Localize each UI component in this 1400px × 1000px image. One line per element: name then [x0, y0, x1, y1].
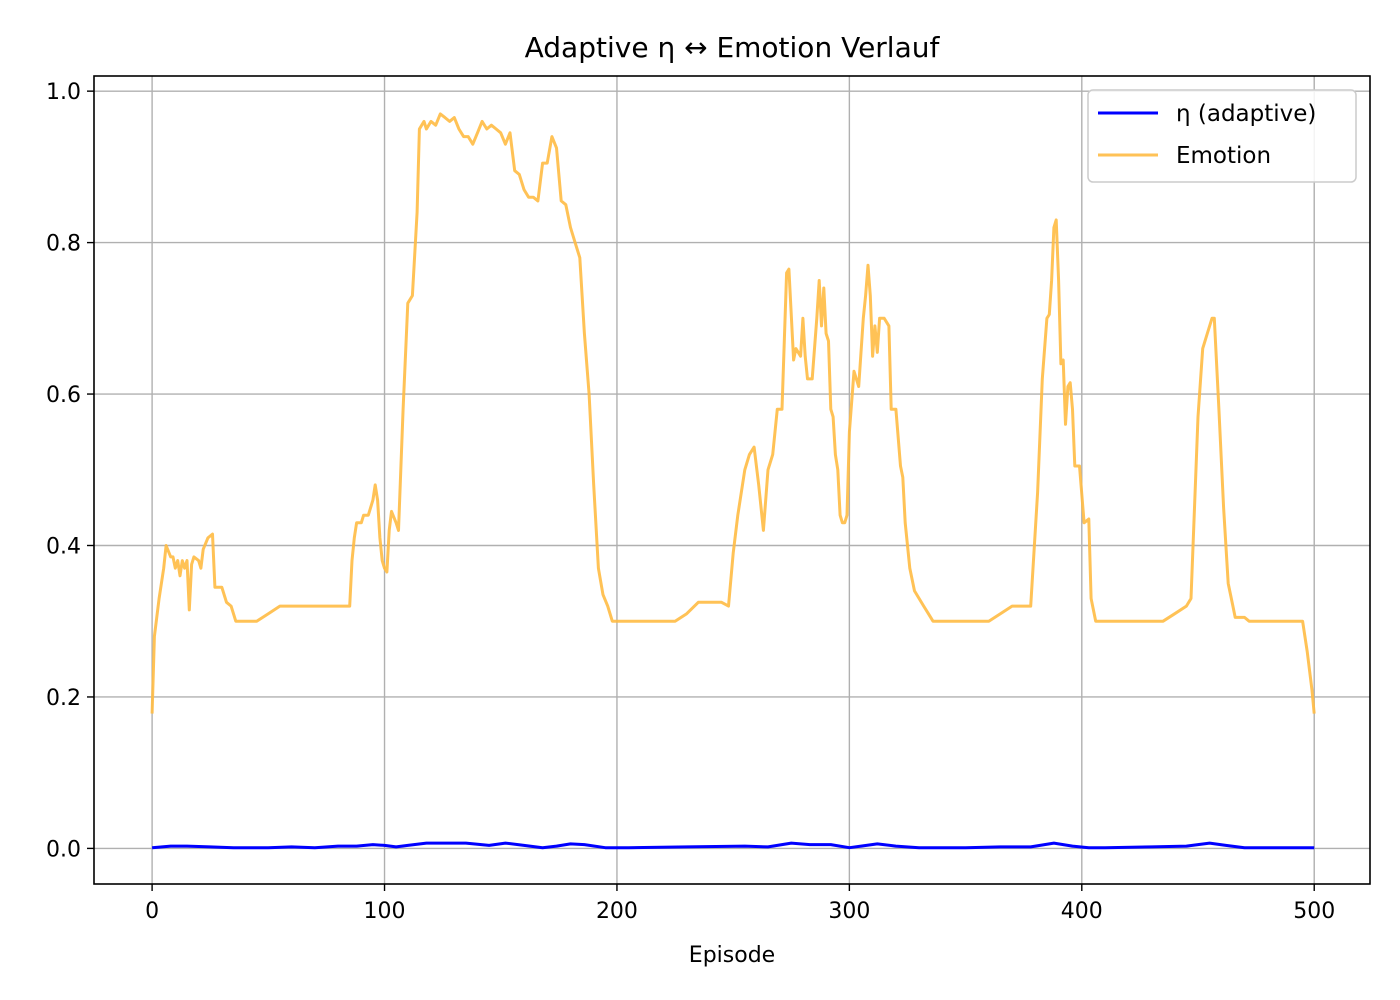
y-tick-label: 1.0 — [46, 80, 81, 105]
emotion-series-line — [150, 112, 1316, 714]
legend-label-emotion: Emotion — [1176, 143, 1271, 169]
y-tick-label: 0.6 — [46, 383, 81, 408]
plot-series — [150, 112, 1316, 850]
y-tick-label: 0.8 — [46, 232, 81, 257]
x-tick-label: 500 — [1293, 899, 1335, 924]
eta-series-line — [151, 841, 1315, 850]
x-tick-label: 300 — [828, 899, 870, 924]
chart-title: Adaptive η ↔ Emotion Verlauf — [525, 31, 941, 64]
x-tick-label: 100 — [364, 899, 406, 924]
plot-area-frame — [93, 75, 1371, 885]
axis-ticks: 0 100 200 300 400 500 0.0 0.2 0.4 0.6 0.8 1.0 — [46, 80, 1335, 924]
grid-lines — [94, 76, 1370, 884]
y-tick-label: 0.0 — [46, 837, 81, 862]
x-tick-label: 0 — [145, 899, 159, 924]
y-tick-label: 0.2 — [46, 686, 81, 711]
legend: η (adaptive) Emotion — [1087, 89, 1357, 183]
y-tick-label: 0.4 — [46, 535, 81, 560]
x-axis-label: Episode — [689, 943, 775, 968]
x-tick-label: 400 — [1061, 899, 1103, 924]
legend-label-eta: η (adaptive) — [1176, 101, 1316, 127]
x-tick-label: 200 — [596, 899, 638, 924]
